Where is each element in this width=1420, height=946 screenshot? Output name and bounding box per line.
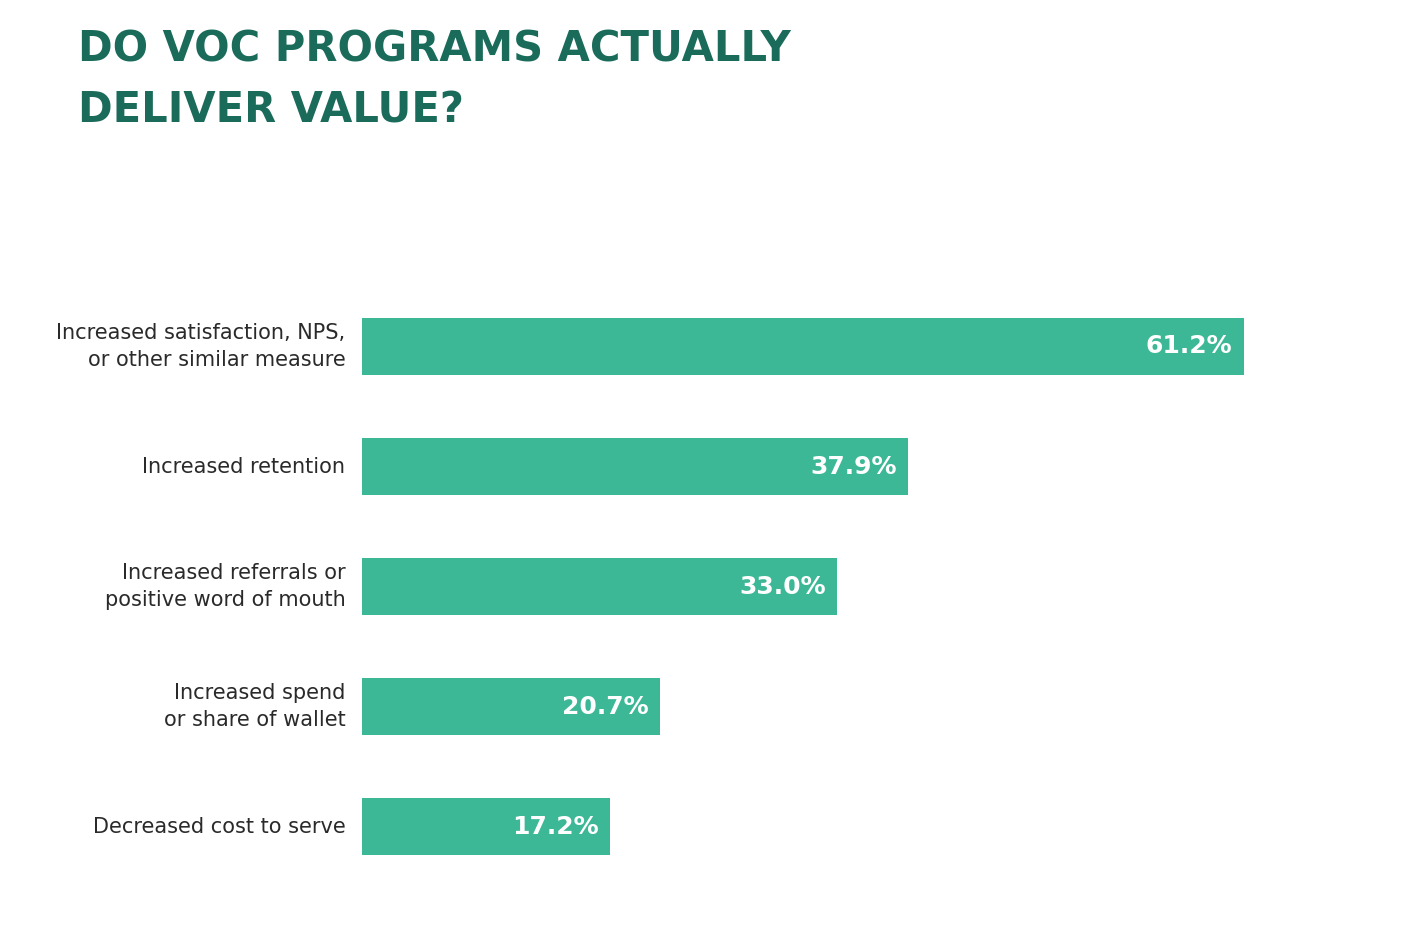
- Bar: [362, 438, 907, 496]
- Text: DELIVER VALUE?: DELIVER VALUE?: [78, 90, 464, 131]
- Text: 17.2%: 17.2%: [511, 815, 598, 838]
- Text: 33.0%: 33.0%: [740, 574, 826, 599]
- Text: DO VOC PROGRAMS ACTUALLY: DO VOC PROGRAMS ACTUALLY: [78, 28, 791, 70]
- Bar: [362, 797, 609, 855]
- Bar: [362, 318, 1244, 376]
- Text: 37.9%: 37.9%: [809, 454, 896, 479]
- Bar: [362, 558, 838, 615]
- Text: 20.7%: 20.7%: [562, 694, 649, 719]
- Bar: [362, 677, 660, 735]
- Text: 61.2%: 61.2%: [1146, 335, 1233, 359]
